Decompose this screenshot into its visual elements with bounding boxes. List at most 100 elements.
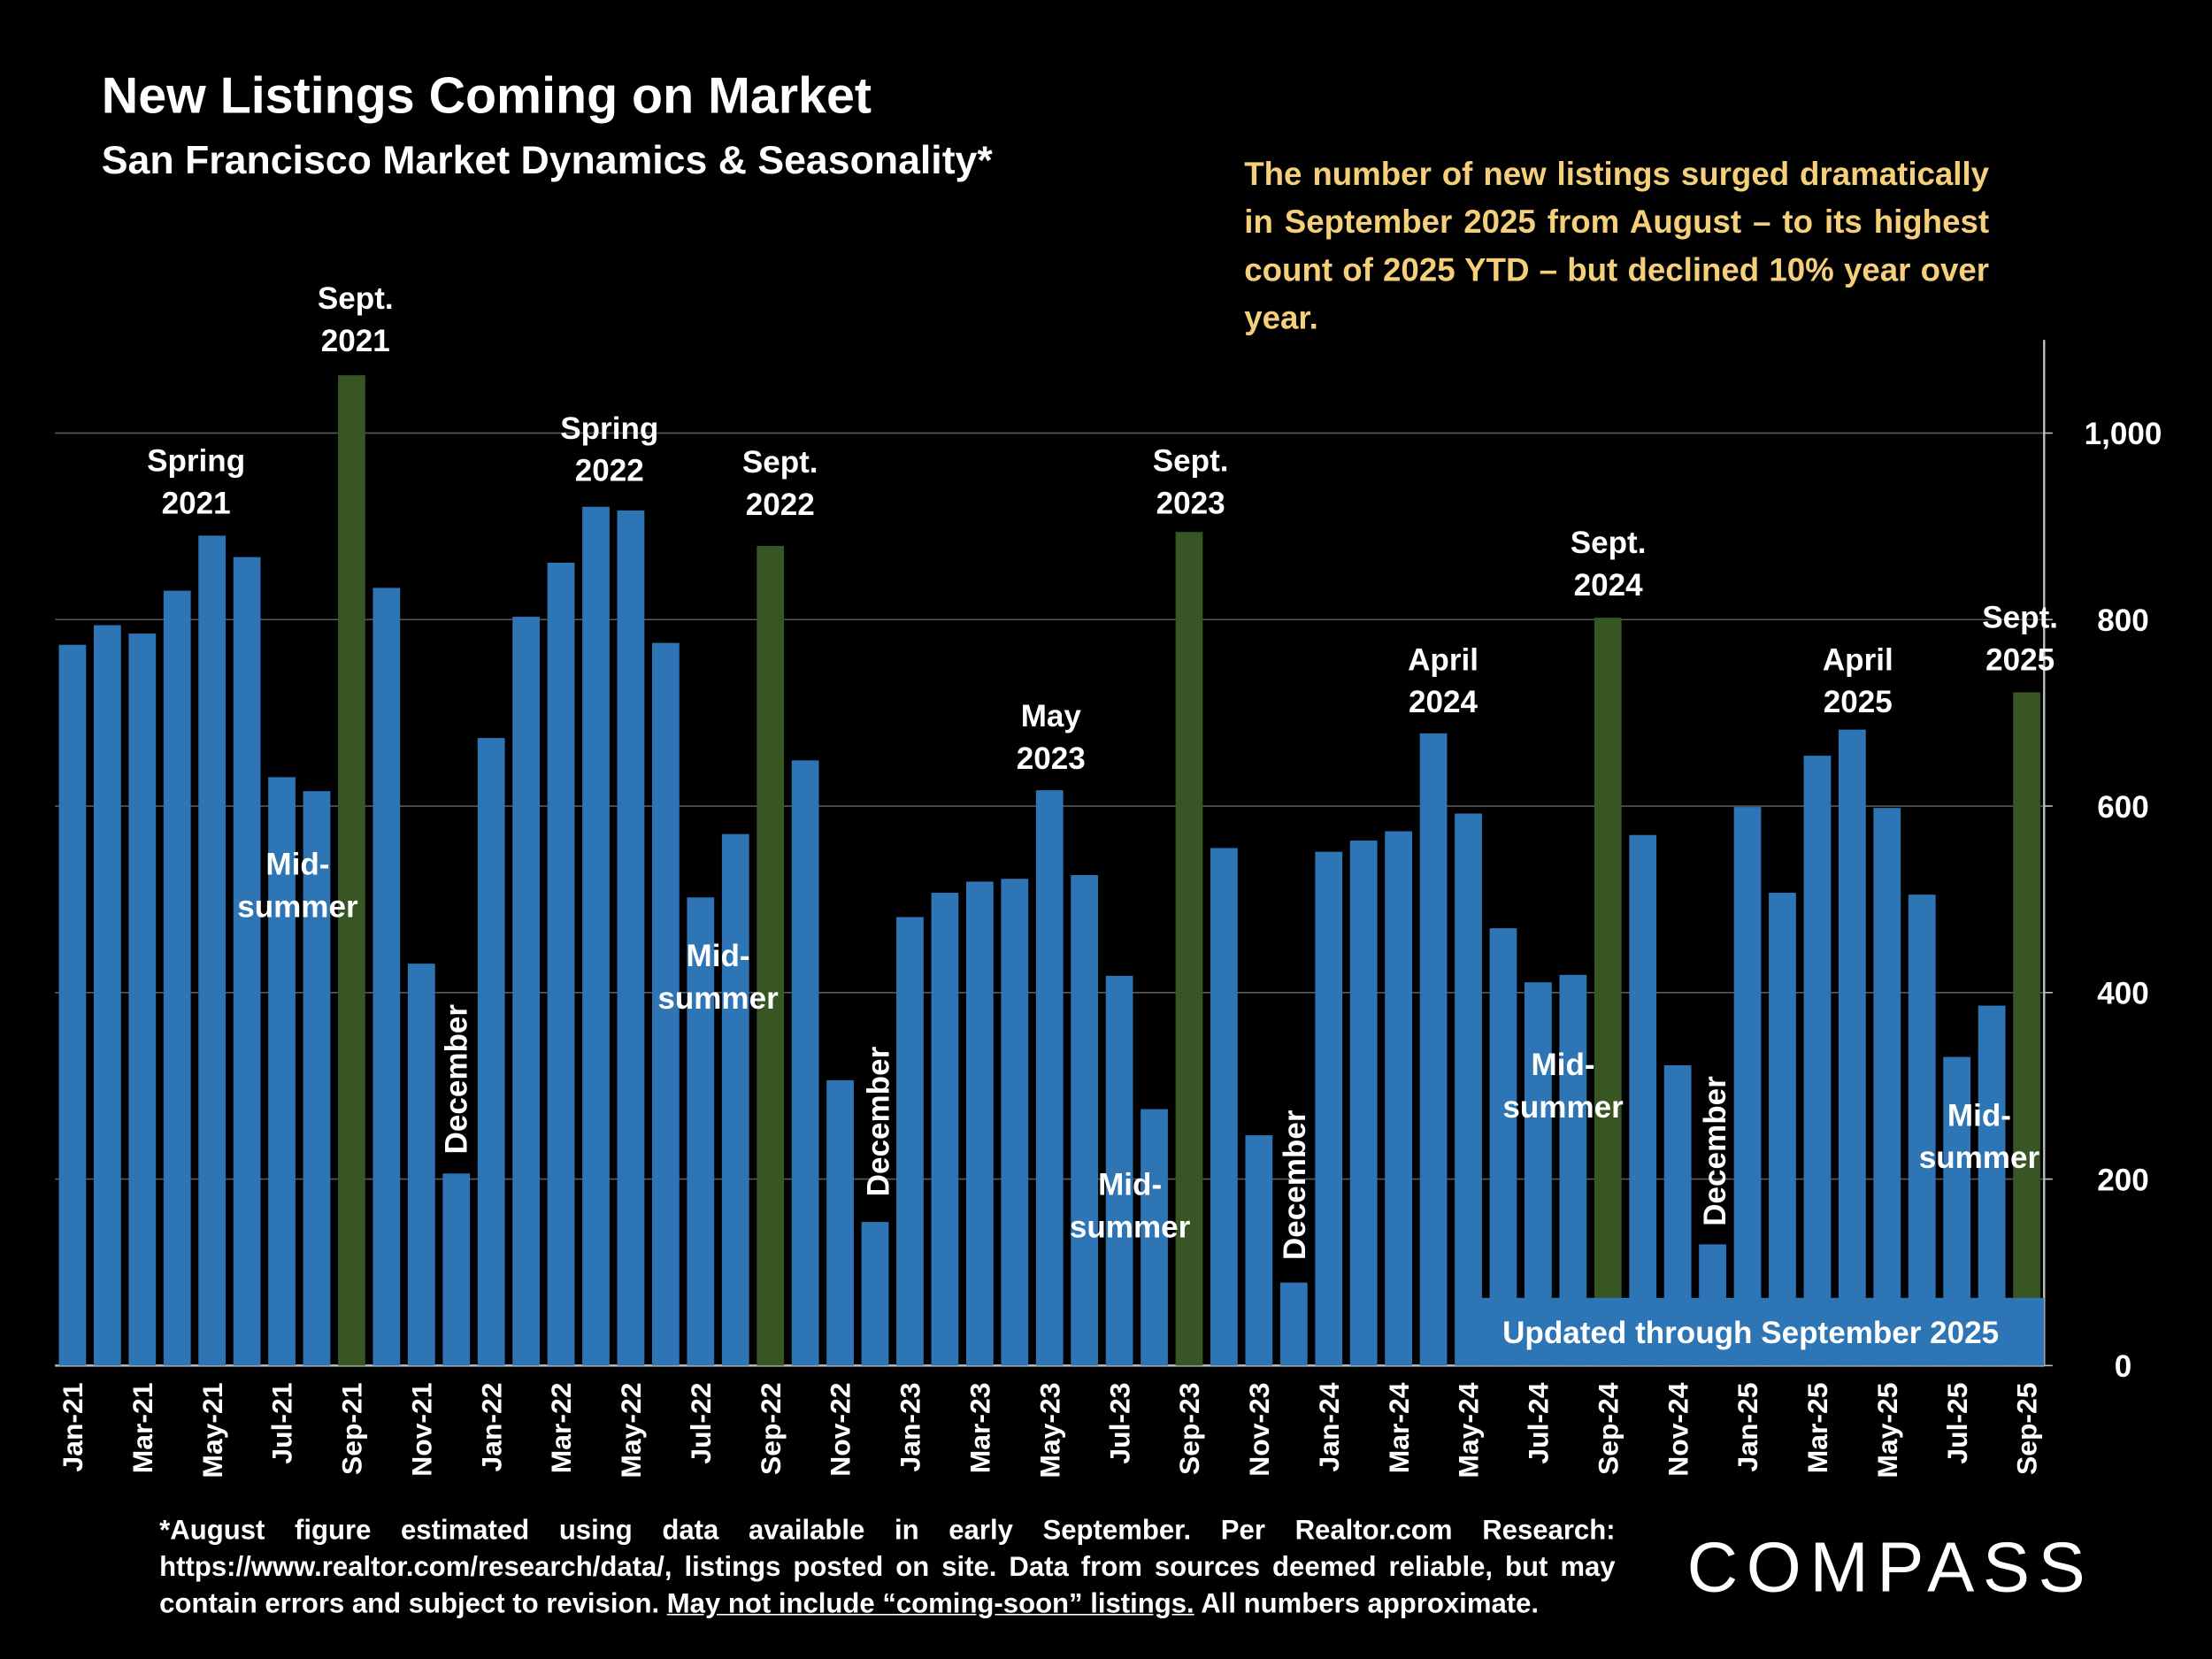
footnote-box: *August figure estimated using data avai…	[159, 1512, 1615, 1622]
bar	[93, 625, 121, 1366]
bar	[163, 590, 191, 1366]
annotation: 2022	[575, 454, 644, 488]
bar	[687, 897, 715, 1366]
y-tick-label: 1,000	[2085, 417, 2162, 451]
annotation: 2023	[1017, 741, 1086, 776]
x-tick-label: Sep-21	[336, 1383, 368, 1476]
annotation: Mid-	[687, 939, 750, 973]
x-tick-label: Jul-25	[1941, 1383, 1973, 1464]
x-tick-label: May-24	[1453, 1382, 1485, 1478]
bar	[1803, 756, 1832, 1366]
annotation: December	[861, 1046, 895, 1196]
chart-subtitle: San Francisco Market Dynamics & Seasonal…	[102, 139, 994, 182]
bar	[1455, 813, 1482, 1366]
bar	[338, 375, 365, 1366]
bar	[965, 881, 994, 1366]
x-tick-label: Mar-25	[1801, 1383, 1833, 1474]
bar	[861, 1222, 889, 1366]
annotation: 2021	[321, 324, 390, 358]
annotation: 2022	[746, 488, 815, 522]
annotation: 2025	[1824, 685, 1893, 719]
annotation: December	[1698, 1076, 1732, 1226]
y-tick-label: 800	[2097, 603, 2149, 638]
annotation: Sept.	[1571, 526, 1647, 560]
bar	[1071, 875, 1099, 1366]
bar	[2013, 692, 2040, 1366]
x-tick-label: Sep-22	[755, 1383, 787, 1476]
annotation: April	[1823, 642, 1893, 677]
annotation: Mid-	[1098, 1167, 1162, 1202]
annotation: December	[1278, 1110, 1312, 1260]
x-tick-label: Sep-25	[2011, 1383, 2043, 1476]
y-tick-label: 600	[2097, 790, 2149, 825]
bar	[1175, 532, 1203, 1366]
bar	[1349, 841, 1378, 1366]
annotation: 2023	[1156, 486, 1225, 520]
x-tick-label: Nov-21	[405, 1383, 437, 1477]
bar	[1419, 733, 1448, 1366]
footnote-text: All numbers approximate.	[1201, 1588, 1540, 1620]
annotation: Mid-	[265, 848, 329, 882]
footnote-underlined: May not include “coming-soon” listings.	[666, 1588, 1194, 1620]
x-tick-label: Jan-21	[57, 1383, 88, 1472]
bar	[1279, 1282, 1308, 1366]
bar	[268, 777, 296, 1366]
bar	[1769, 893, 1796, 1366]
annotation: Mid-	[1532, 1048, 1595, 1082]
footnote: *August figure estimated using data avai…	[159, 1512, 1615, 1622]
bar	[721, 833, 749, 1366]
bar	[1385, 831, 1413, 1366]
bar	[547, 562, 575, 1366]
x-tick-label: May-21	[196, 1383, 228, 1479]
bar	[198, 535, 227, 1366]
chart-title: New Listings Coming on Market	[102, 68, 872, 125]
bar	[1629, 834, 1657, 1366]
annotation: Sept.	[1153, 444, 1229, 479]
bar	[826, 1079, 854, 1366]
bar	[1315, 851, 1343, 1366]
bar	[1245, 1135, 1273, 1366]
x-tick-label: May-23	[1033, 1383, 1065, 1479]
bar	[1105, 975, 1133, 1366]
bar	[373, 588, 401, 1366]
annotation: 2025	[1985, 642, 2055, 677]
bar	[58, 644, 87, 1366]
x-tick-label: Sep-24	[1592, 1382, 1624, 1475]
bar	[791, 760, 819, 1366]
annotation: Sept.	[1982, 601, 2058, 635]
annotation: 2021	[162, 486, 231, 520]
x-tick-label: Jul-21	[266, 1383, 298, 1464]
bar	[931, 893, 959, 1366]
annotation: summer	[237, 889, 358, 924]
annotation: summer	[657, 981, 779, 1016]
x-tick-label: Nov-24	[1662, 1382, 1694, 1477]
bar	[128, 634, 157, 1366]
x-tick-label: Mar-23	[964, 1383, 996, 1474]
x-tick-label: Nov-22	[825, 1383, 856, 1477]
bar	[512, 617, 541, 1366]
bar	[477, 738, 505, 1366]
annotation: summer	[1070, 1210, 1191, 1244]
bar	[233, 557, 261, 1366]
x-tick-label: Nov-23	[1243, 1383, 1275, 1477]
annotation: 2024	[1574, 568, 1644, 603]
x-tick-label: Sep-23	[1173, 1383, 1205, 1476]
x-tick-label: May-22	[615, 1383, 647, 1479]
annotation: Sept.	[318, 281, 394, 316]
annotation: December	[440, 1004, 474, 1155]
bar	[1001, 879, 1029, 1366]
annotation: Spring	[147, 444, 245, 479]
x-tick-label: Mar-22	[545, 1383, 577, 1474]
annotation: Sept.	[742, 445, 818, 480]
bar	[617, 510, 645, 1366]
bar	[1908, 895, 1936, 1366]
annotation: April	[1408, 642, 1479, 677]
bar	[1035, 790, 1064, 1366]
bar	[1210, 848, 1238, 1366]
x-tick-label: Jan-25	[1732, 1383, 1763, 1472]
x-tick-label: May-25	[1871, 1383, 1903, 1479]
x-tick-label: Jul-22	[685, 1383, 717, 1464]
bar	[407, 964, 435, 1366]
